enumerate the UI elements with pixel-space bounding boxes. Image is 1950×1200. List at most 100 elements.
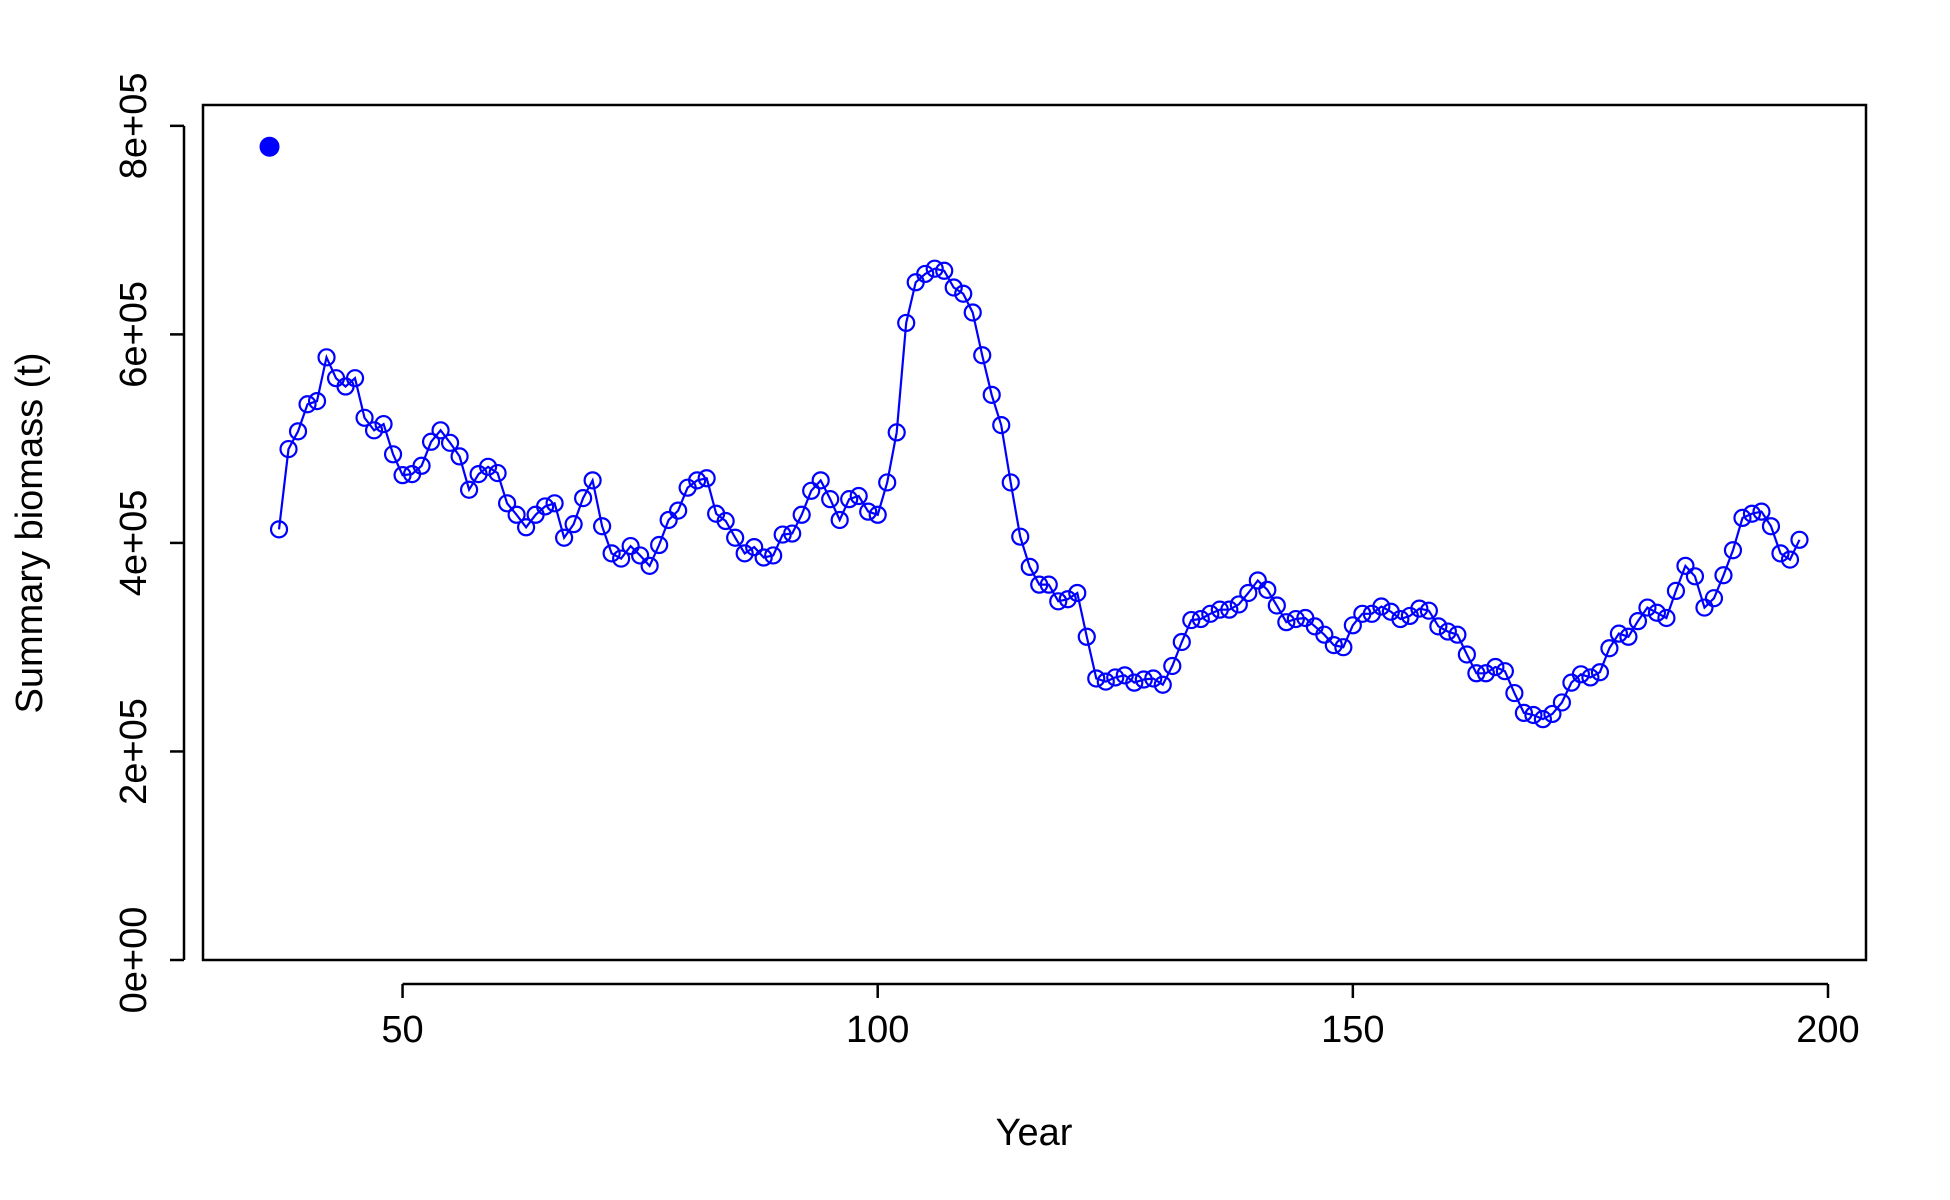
data-point — [897, 313, 916, 333]
data-point — [1524, 705, 1543, 725]
data-point — [659, 510, 678, 530]
data-point — [735, 544, 754, 563]
data-point — [440, 433, 460, 452]
series-line — [277, 267, 1801, 721]
data-point — [612, 549, 631, 568]
data-point — [1457, 645, 1476, 664]
data-point — [773, 525, 792, 544]
data-point — [821, 490, 840, 509]
data-point — [963, 303, 982, 322]
data-point — [1657, 608, 1676, 628]
x-tick-label: 50 — [381, 1009, 423, 1051]
data-point — [1201, 604, 1220, 623]
data-point — [944, 278, 963, 297]
data-point — [1210, 600, 1229, 619]
data-point — [1638, 598, 1657, 617]
data-point — [1771, 544, 1790, 563]
data-point — [1619, 627, 1638, 646]
data-point — [1229, 595, 1248, 614]
data-point — [1324, 636, 1343, 655]
data-point — [1752, 502, 1771, 521]
data-point — [1429, 617, 1448, 636]
data-point — [307, 392, 327, 411]
data-point — [1514, 703, 1533, 722]
data-point — [1134, 670, 1153, 689]
data-point — [298, 395, 317, 414]
data-point — [1790, 530, 1809, 549]
data-point — [602, 544, 621, 563]
data-point — [1733, 508, 1752, 528]
data-point — [574, 488, 593, 508]
data-point — [1590, 663, 1610, 682]
data-point — [478, 457, 498, 476]
series-0 — [259, 136, 280, 157]
data-point — [516, 518, 536, 537]
y-axis-title: Summary biomass (t) — [9, 352, 51, 713]
data-point — [688, 471, 707, 490]
data-point — [1704, 589, 1724, 608]
data-point — [459, 480, 479, 499]
data-point — [1438, 622, 1457, 641]
data-point — [1581, 668, 1600, 687]
data-point — [1286, 609, 1305, 629]
data-point — [1239, 583, 1258, 603]
data-point — [830, 510, 849, 530]
data-point — [1467, 664, 1486, 683]
data-point — [878, 473, 897, 492]
data-point — [507, 505, 526, 524]
data-point — [1315, 625, 1334, 644]
x-tick-label: 150 — [1321, 1009, 1384, 1051]
data-point — [1600, 639, 1619, 658]
data-point — [1172, 632, 1191, 652]
data-point — [1410, 599, 1429, 618]
data-point — [536, 497, 555, 516]
data-point — [669, 501, 688, 520]
data-point — [288, 422, 308, 441]
data-point — [1391, 609, 1410, 629]
data-point — [935, 261, 954, 280]
data-point — [764, 546, 783, 565]
data-point — [1191, 609, 1210, 629]
data-point — [1277, 613, 1296, 632]
y-tick-label: 2e+05 — [113, 698, 155, 805]
data-point — [887, 423, 906, 442]
data-point — [802, 481, 821, 500]
y-tick-label: 6e+05 — [113, 281, 155, 388]
data-point — [1419, 601, 1438, 620]
data-point — [374, 414, 393, 434]
data-point — [1030, 575, 1049, 594]
series-layer — [259, 136, 1809, 729]
data-point — [954, 284, 973, 303]
data-point — [1248, 571, 1267, 590]
data-point — [849, 486, 868, 506]
data-point — [412, 456, 431, 475]
data-point — [1676, 556, 1695, 575]
data-point — [840, 490, 859, 509]
data-point — [345, 369, 365, 388]
data-point — [1448, 625, 1467, 644]
data-point — [1628, 612, 1648, 631]
data-point — [792, 505, 811, 524]
data-point — [1505, 683, 1524, 703]
data-point — [583, 471, 602, 490]
y-tick-label: 8e+05 — [113, 72, 155, 179]
data-point — [1609, 624, 1629, 643]
data-point — [754, 548, 773, 567]
data-point — [545, 494, 564, 513]
data-point — [811, 471, 830, 490]
data-point — [355, 408, 374, 427]
data-point — [1182, 610, 1201, 630]
data-point — [697, 469, 716, 488]
data-point — [1011, 527, 1030, 546]
data-point — [1353, 604, 1372, 623]
y-tick-label: 0e+00 — [113, 907, 155, 1014]
data-point — [716, 511, 735, 531]
data-point — [1695, 598, 1714, 617]
data-point — [1125, 673, 1144, 692]
x-tick-label: 200 — [1796, 1009, 1859, 1051]
data-point — [1780, 550, 1800, 569]
data-point — [564, 515, 583, 534]
data-point — [992, 416, 1011, 435]
data-point — [1543, 704, 1562, 724]
data-point — [1087, 669, 1106, 688]
